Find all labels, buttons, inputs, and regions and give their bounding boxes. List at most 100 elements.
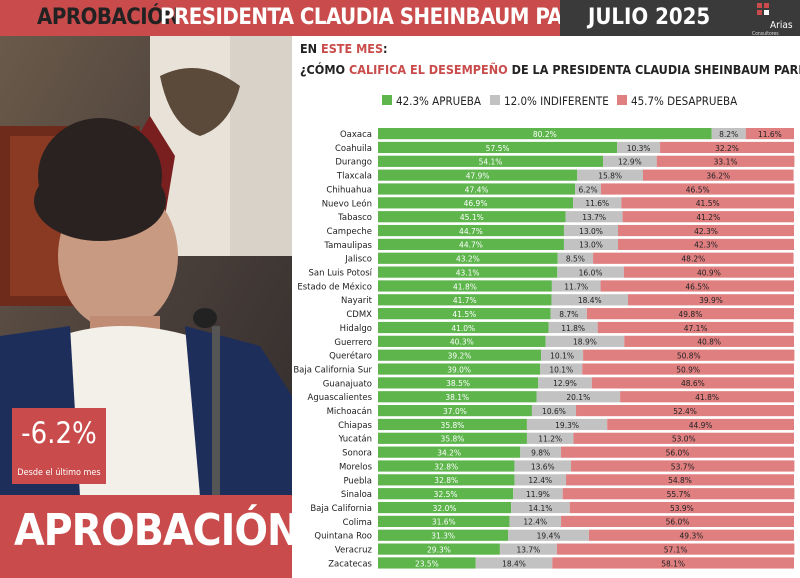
category-label: Aguascalientes <box>308 393 373 403</box>
bar-approve <box>378 294 552 306</box>
bar-approve <box>378 266 558 278</box>
value-label-disapprove: 32.2% <box>715 144 739 153</box>
value-label-indifferent: 13.7% <box>516 545 540 554</box>
category-label: Guanajuato <box>323 379 372 389</box>
bar-disapprove <box>620 391 794 403</box>
bar-disapprove <box>583 349 795 361</box>
bar-indifferent <box>557 266 624 278</box>
bar-disapprove <box>642 169 794 181</box>
bar-disapprove <box>618 238 794 250</box>
value-label-indifferent: 8.5% <box>566 255 585 264</box>
bar-indifferent <box>603 155 657 167</box>
value-label-approve: 43.2% <box>456 255 480 264</box>
bar-indifferent <box>541 349 584 361</box>
value-label-approve: 41.7% <box>453 296 477 305</box>
value-label-disapprove: 54.8% <box>668 476 692 485</box>
category-label: Sonora <box>342 449 372 459</box>
bar-approve <box>378 169 578 181</box>
legend-label-approve: 42.3% APRUEBA <box>396 94 481 108</box>
bar-indifferent <box>550 308 587 320</box>
value-label-disapprove: 44.9% <box>689 421 713 430</box>
bar-approve <box>378 197 574 209</box>
bar-indifferent <box>548 321 598 334</box>
value-label-indifferent: 18.4% <box>578 296 602 305</box>
value-label-disapprove: 41.5% <box>696 199 720 208</box>
value-label-indifferent: 8.2% <box>719 130 738 139</box>
bar-approve <box>378 252 558 264</box>
bottom-band <box>0 495 292 578</box>
bar-approve <box>378 363 541 375</box>
page-title: PRESIDENTA CLAUDIA SHEINBAUM PARDO <box>160 5 610 30</box>
value-label-indifferent: 11.9% <box>526 490 550 499</box>
value-label-disapprove: 50.8% <box>677 352 701 361</box>
value-label-approve: 41.8% <box>453 282 477 291</box>
value-label-indifferent: 12.4% <box>523 518 547 527</box>
value-label-disapprove: 46.5% <box>686 185 710 194</box>
value-label-indifferent: 12.4% <box>528 476 552 485</box>
value-label-approve: 45.1% <box>460 213 484 222</box>
value-label-indifferent: 11.7% <box>564 282 588 291</box>
value-label-indifferent: 10.1% <box>550 352 574 361</box>
bar-indifferent <box>514 460 572 472</box>
question-prefix: EN <box>300 41 322 56</box>
value-label-approve: 47.9% <box>466 171 490 180</box>
value-label-disapprove: 40.8% <box>697 338 721 347</box>
category-label: Baja California Sur <box>293 365 372 375</box>
legend-swatch-approve <box>382 95 392 105</box>
value-label-indifferent: 10.3% <box>627 144 651 153</box>
value-label-disapprove: 36.2% <box>706 171 730 180</box>
legend-swatch-indifferent <box>490 95 500 105</box>
bar-disapprove <box>561 515 794 527</box>
category-label: Jalisco <box>344 255 372 265</box>
logo-icon <box>757 3 769 15</box>
bar-approve <box>378 377 539 389</box>
bar-disapprove <box>597 321 794 334</box>
bar-indifferent <box>514 474 567 486</box>
value-label-indifferent: 13.0% <box>579 241 603 250</box>
bar-disapprove <box>607 418 794 431</box>
question-line-2: ¿CÓMO CALIFICA EL DESEMPEÑO DE LA PRESID… <box>300 62 800 77</box>
legend-label-disapprove: 45.7% DESAPRUEBA <box>631 94 738 108</box>
bar-disapprove <box>552 557 794 569</box>
value-label-approve: 32.8% <box>434 462 458 471</box>
header: APROBACIÓN PRESIDENTA CLAUDIA SHEINBAUM … <box>0 0 800 37</box>
bar-indifferent <box>520 446 562 458</box>
value-label-indifferent: 12.9% <box>618 158 642 167</box>
bar-approve <box>378 446 521 458</box>
bar-disapprove <box>556 543 795 555</box>
bar-approve <box>378 141 618 154</box>
value-label-approve: 32.0% <box>433 504 457 513</box>
value-label-disapprove: 40.9% <box>697 268 721 277</box>
category-label: Oaxaca <box>340 130 372 140</box>
bar-indifferent <box>551 280 601 292</box>
bar-disapprove <box>582 363 794 375</box>
bar-approve <box>378 183 576 195</box>
bar-disapprove <box>618 224 794 237</box>
category-label: Chiapas <box>338 421 372 431</box>
bar-indifferent <box>540 363 583 375</box>
bar-indifferent <box>526 432 574 444</box>
bar-disapprove <box>745 128 794 140</box>
date-box <box>560 0 750 36</box>
value-label-disapprove: 53.9% <box>670 504 694 513</box>
category-label: Zacatecas <box>328 559 372 569</box>
bar-disapprove <box>600 183 795 195</box>
value-label-approve: 39.0% <box>447 365 471 374</box>
bar-approve <box>378 155 604 167</box>
bar-indifferent <box>563 238 619 250</box>
value-label-disapprove: 11.6% <box>758 130 782 139</box>
category-label: Tamaulipas <box>323 241 372 251</box>
value-label-indifferent: 20.1% <box>566 393 590 402</box>
bar-approve <box>378 238 564 250</box>
bar-disapprove <box>600 280 794 292</box>
value-label-approve: 38.5% <box>446 379 470 388</box>
value-label-approve: 44.7% <box>459 241 483 250</box>
category-label: Hidalgo <box>340 324 372 334</box>
bar-disapprove <box>562 488 795 500</box>
category-label: Yucatán <box>338 435 372 445</box>
value-label-disapprove: 41.2% <box>696 213 720 222</box>
category-label: Campeche <box>327 227 372 237</box>
bar-indifferent <box>711 128 746 140</box>
category-label: Colima <box>343 518 372 528</box>
bar-indifferent <box>538 377 592 389</box>
